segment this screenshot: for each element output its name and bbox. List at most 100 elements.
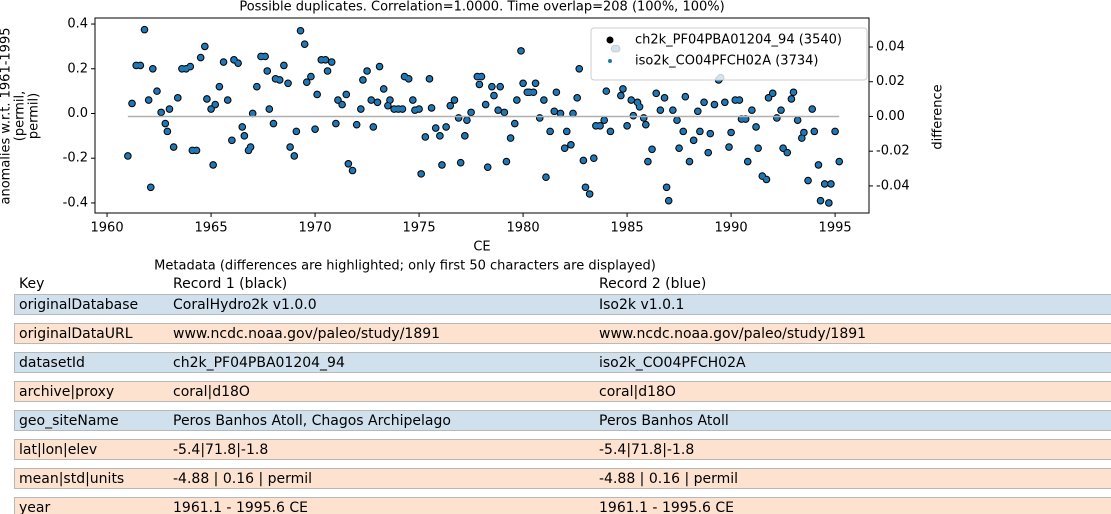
data-point bbox=[328, 59, 335, 65]
data-point bbox=[247, 144, 254, 150]
data-point bbox=[164, 128, 171, 135]
data-point bbox=[224, 97, 231, 103]
x-tick-label: 1970 bbox=[299, 221, 332, 236]
data-point bbox=[582, 184, 589, 191]
table-cell: coral|d18O bbox=[173, 384, 250, 400]
data-point bbox=[826, 200, 832, 206]
data-point bbox=[293, 128, 300, 135]
data-point bbox=[235, 60, 241, 66]
table-cell: -5.4|71.8|-1.8 bbox=[173, 442, 268, 458]
data-point bbox=[811, 128, 818, 135]
data-point bbox=[695, 108, 701, 115]
data-point bbox=[832, 128, 838, 135]
x-axis-label: CE bbox=[473, 240, 490, 255]
x-tick-label: 1990 bbox=[715, 221, 748, 236]
data-point bbox=[497, 83, 504, 90]
data-point bbox=[258, 53, 264, 60]
data-point bbox=[601, 117, 608, 123]
data-point bbox=[462, 133, 468, 139]
data-point bbox=[784, 149, 791, 156]
table-row bbox=[14, 352, 1111, 373]
table-row bbox=[14, 439, 1111, 460]
data-point bbox=[183, 65, 189, 72]
table-header: Key bbox=[19, 276, 44, 292]
table-row bbox=[14, 497, 1111, 514]
table-cell: Peros Banhos Atoll, Chagos Archipelago bbox=[173, 413, 451, 429]
data-point bbox=[204, 96, 210, 102]
data-point bbox=[474, 73, 481, 80]
plot-frame bbox=[94, 17, 870, 214]
table-header: Record 1 (black) bbox=[173, 276, 287, 292]
data-point bbox=[399, 106, 406, 112]
data-point bbox=[520, 80, 526, 87]
data-point bbox=[657, 107, 664, 113]
data-point bbox=[765, 95, 772, 101]
data-point bbox=[229, 137, 235, 144]
data-point bbox=[501, 109, 508, 116]
data-point bbox=[368, 97, 375, 103]
data-point bbox=[526, 89, 533, 96]
table-cell: lat|lon|elev bbox=[19, 442, 97, 458]
data-point bbox=[457, 159, 464, 166]
data-point bbox=[763, 176, 770, 183]
data-point bbox=[591, 155, 597, 162]
data-point bbox=[276, 77, 283, 83]
table-cell: datasetId bbox=[19, 355, 85, 371]
data-point bbox=[385, 102, 391, 109]
data-point bbox=[345, 161, 352, 167]
data-point bbox=[364, 68, 370, 74]
table-cell: archive|proxy bbox=[19, 384, 114, 400]
y2-tick-label: 0.02 bbox=[876, 74, 905, 89]
table-cell: Peros Banhos Atoll bbox=[599, 413, 729, 429]
data-point bbox=[145, 97, 152, 103]
data-point bbox=[125, 153, 131, 159]
data-point bbox=[170, 144, 177, 150]
table-cell: www.ncdc.noaa.gov/paleo/study/1891 bbox=[173, 326, 440, 342]
table-cell: 1961.1 - 1995.6 CE bbox=[173, 500, 308, 514]
data-point bbox=[649, 146, 655, 153]
data-point bbox=[358, 106, 364, 112]
data-point bbox=[643, 121, 649, 128]
data-point bbox=[705, 149, 712, 156]
data-point bbox=[821, 181, 828, 187]
data-point bbox=[133, 62, 139, 69]
data-point bbox=[374, 99, 381, 106]
y2-tick-label: -0.02 bbox=[876, 144, 910, 159]
data-point bbox=[239, 124, 246, 130]
data-point bbox=[353, 121, 360, 128]
data-point bbox=[568, 141, 574, 148]
table-row bbox=[14, 323, 1111, 344]
data-point bbox=[794, 117, 801, 123]
data-point bbox=[790, 89, 797, 96]
data-point bbox=[314, 91, 320, 98]
data-point bbox=[410, 97, 416, 103]
table-cell: originalDatabase bbox=[19, 297, 138, 313]
data-point bbox=[324, 68, 331, 74]
table-cell: coral|d18O bbox=[599, 384, 676, 400]
data-point bbox=[202, 43, 208, 50]
data-point bbox=[563, 128, 570, 135]
data-point bbox=[197, 54, 204, 61]
data-point bbox=[570, 110, 576, 117]
data-point bbox=[780, 145, 786, 151]
data-point bbox=[576, 65, 583, 72]
y-tick-label: 0.2 bbox=[67, 61, 88, 76]
table-header: Record 2 (blue) bbox=[599, 276, 706, 292]
data-point bbox=[514, 97, 520, 103]
data-point bbox=[285, 80, 291, 87]
data-point bbox=[597, 122, 603, 129]
data-point bbox=[360, 77, 366, 83]
data-point bbox=[484, 164, 491, 170]
table-row bbox=[14, 410, 1111, 431]
data-point bbox=[726, 144, 732, 150]
data-point bbox=[728, 129, 734, 136]
table-row bbox=[14, 468, 1111, 489]
data-point bbox=[815, 162, 822, 168]
data-point bbox=[551, 108, 558, 115]
data-point bbox=[532, 80, 539, 87]
data-point bbox=[801, 129, 807, 136]
data-point bbox=[339, 101, 345, 108]
data-point bbox=[759, 173, 766, 179]
data-point bbox=[557, 110, 564, 117]
data-point bbox=[376, 63, 383, 70]
